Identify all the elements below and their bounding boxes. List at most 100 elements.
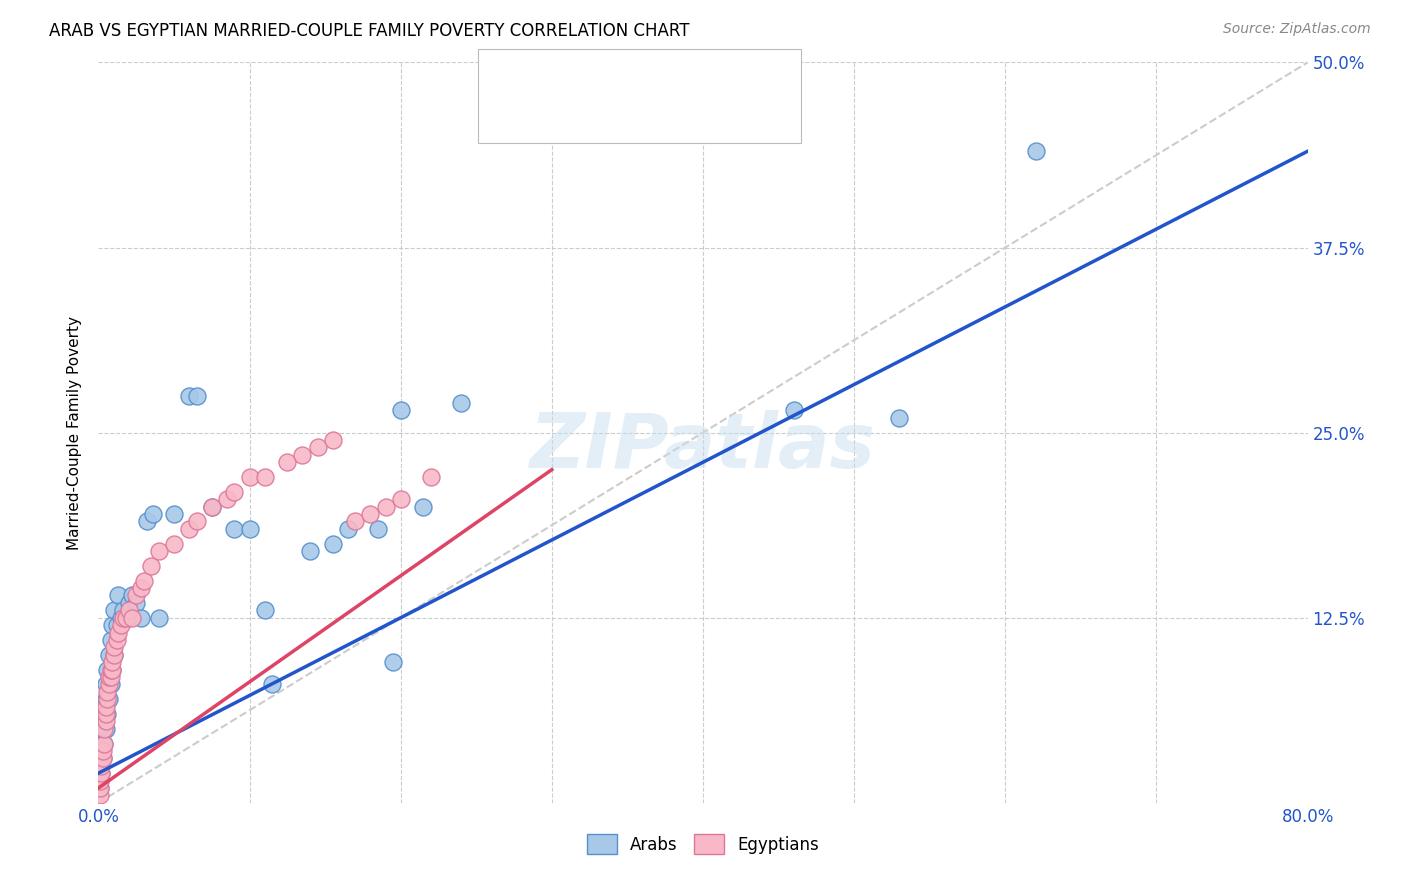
Point — [129, 610, 152, 624]
Point — [215, 492, 238, 507]
Point — [94, 677, 117, 691]
Point — [201, 500, 224, 514]
Point — [224, 522, 246, 536]
Point — [163, 536, 186, 550]
Point — [344, 515, 367, 529]
Point — [125, 589, 148, 603]
Point — [253, 470, 276, 484]
Point — [148, 544, 170, 558]
Point — [132, 574, 155, 588]
Point — [360, 507, 382, 521]
Point — [89, 789, 111, 803]
Point — [148, 610, 170, 624]
Point — [114, 610, 136, 624]
Point — [89, 780, 111, 795]
Point — [239, 470, 262, 484]
Text: ARAB VS EGYPTIAN MARRIED-COUPLE FAMILY POVERTY CORRELATION CHART: ARAB VS EGYPTIAN MARRIED-COUPLE FAMILY P… — [49, 22, 690, 40]
Point — [111, 603, 134, 617]
Point — [382, 655, 405, 669]
Point — [125, 596, 148, 610]
Point — [93, 722, 115, 736]
Point — [89, 773, 111, 788]
Point — [110, 618, 132, 632]
Point — [91, 722, 114, 736]
Point — [98, 692, 121, 706]
Point — [107, 589, 129, 603]
Point — [101, 618, 124, 632]
Legend: Arabs, Egyptians: Arabs, Egyptians — [581, 828, 825, 861]
Point — [98, 677, 121, 691]
Point — [107, 625, 129, 640]
Point — [91, 751, 114, 765]
Point — [103, 648, 125, 662]
Point — [103, 648, 125, 662]
Point — [101, 663, 124, 677]
Point — [90, 766, 112, 780]
Point — [90, 766, 112, 780]
Point — [94, 699, 117, 714]
Point — [91, 744, 114, 758]
Point — [93, 737, 115, 751]
Point — [420, 470, 443, 484]
Point — [389, 403, 412, 417]
Point — [224, 484, 246, 499]
Point — [111, 610, 134, 624]
Point — [96, 692, 118, 706]
Point — [90, 737, 112, 751]
Point — [450, 396, 472, 410]
Point — [121, 589, 143, 603]
Point — [98, 648, 121, 662]
Point — [299, 544, 322, 558]
Point — [100, 670, 122, 684]
Point — [103, 640, 125, 655]
Point — [93, 706, 115, 721]
Point — [114, 610, 136, 624]
Point — [101, 663, 124, 677]
Text: R =  0.571    N = 52: R = 0.571 N = 52 — [541, 69, 723, 87]
Point — [105, 632, 128, 647]
Point — [96, 706, 118, 721]
Point — [412, 500, 434, 514]
Point — [100, 677, 122, 691]
Point — [141, 558, 163, 573]
Text: R =  0.422    N = 51: R = 0.422 N = 51 — [541, 104, 723, 122]
Point — [239, 522, 262, 536]
Point — [96, 663, 118, 677]
Point — [142, 507, 165, 521]
Point — [367, 522, 389, 536]
Point — [291, 448, 314, 462]
Point — [201, 500, 224, 514]
Point — [889, 410, 911, 425]
Point — [105, 618, 128, 632]
Point — [103, 603, 125, 617]
Point — [1024, 145, 1046, 159]
Point — [389, 492, 412, 507]
Y-axis label: Married-Couple Family Poverty: Married-Couple Family Poverty — [67, 316, 83, 549]
Point — [93, 737, 115, 751]
Point — [100, 632, 122, 647]
Text: ZIPatlas: ZIPatlas — [530, 410, 876, 484]
Point — [94, 692, 117, 706]
Point — [336, 522, 359, 536]
Point — [179, 388, 201, 402]
Point — [118, 596, 141, 610]
Point — [121, 610, 143, 624]
Point — [94, 722, 117, 736]
Point — [276, 455, 298, 469]
Point — [783, 403, 806, 417]
Point — [91, 751, 114, 765]
Point — [262, 677, 284, 691]
Point — [307, 441, 329, 455]
Point — [100, 663, 122, 677]
Point — [96, 685, 118, 699]
Point — [135, 515, 157, 529]
Text: Source: ZipAtlas.com: Source: ZipAtlas.com — [1223, 22, 1371, 37]
Point — [322, 433, 344, 447]
Point — [98, 670, 121, 684]
Point — [374, 500, 396, 514]
Point — [253, 603, 276, 617]
Point — [110, 610, 132, 624]
Point — [163, 507, 186, 521]
Point — [94, 714, 117, 729]
Point — [90, 758, 112, 772]
